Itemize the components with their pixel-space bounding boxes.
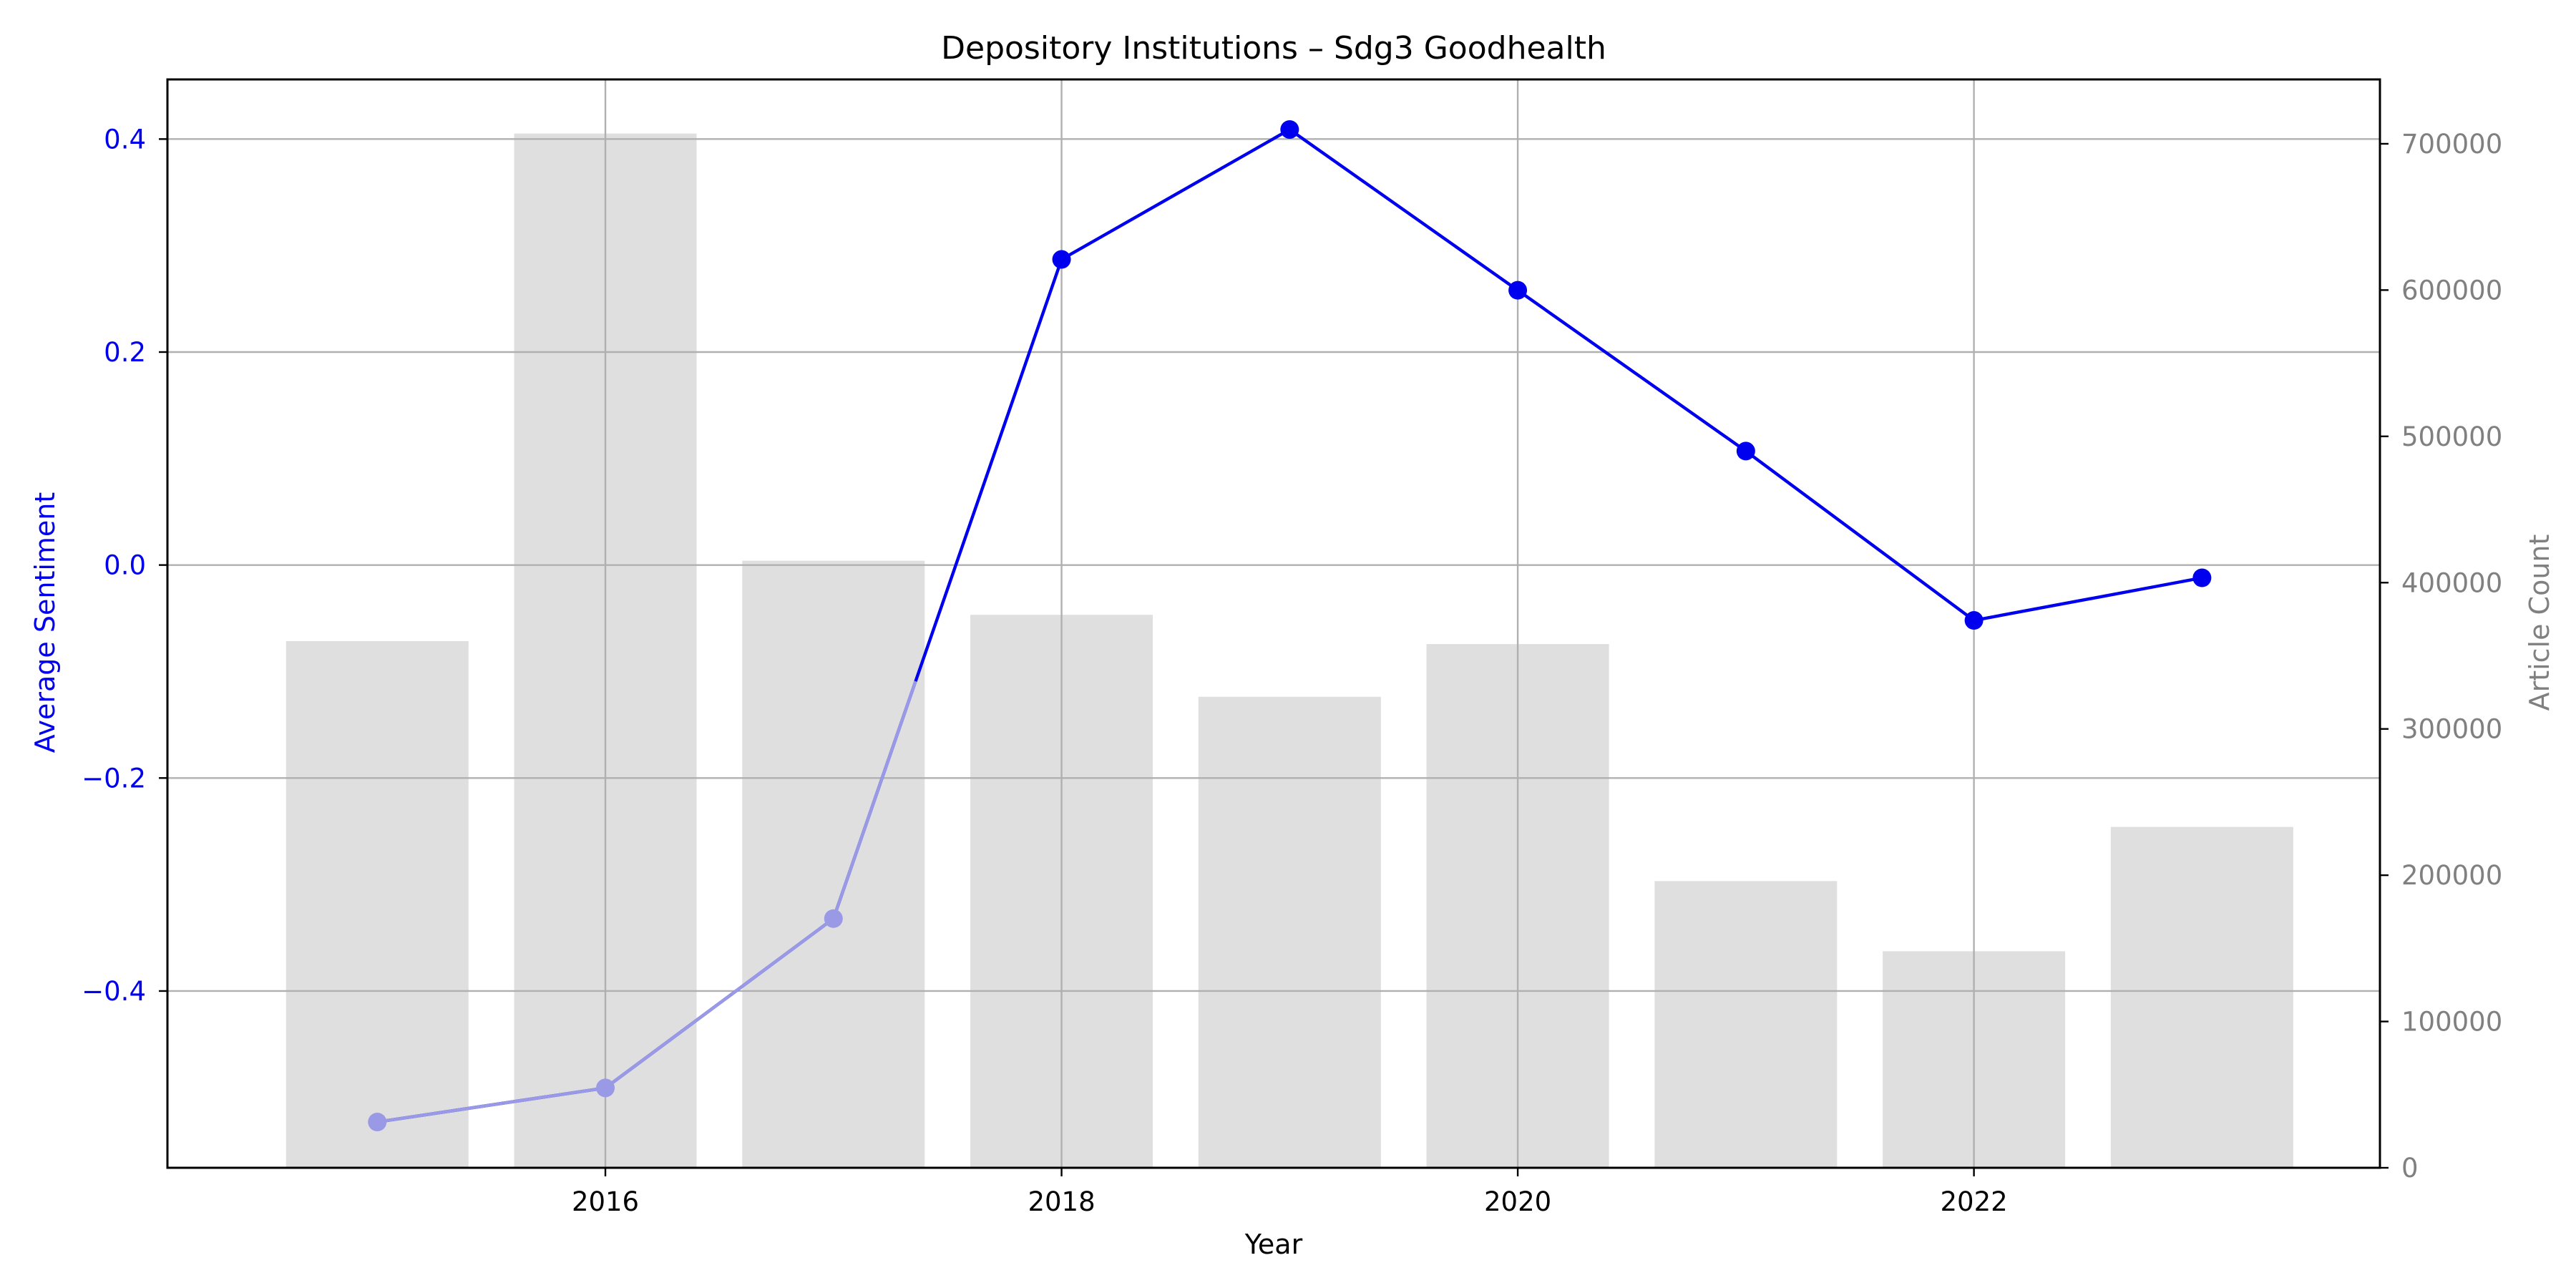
axes-layer: 2016 2018 2020 2022 −0.4 −0.2 0.0 0.2 0.4 0 100000…	[82, 78, 2502, 1217]
sentiment-point-2016	[596, 1078, 615, 1098]
y-right-tick-label-6: 600000	[2401, 275, 2502, 306]
x-tick-label-2018: 2018	[1028, 1186, 1095, 1217]
x-axis-label: Year	[1244, 1229, 1303, 1260]
y-left-tick-label-2: 0.0	[104, 550, 146, 581]
sentiment-line-faded-b-1	[730, 917, 835, 996]
line-layer	[368, 119, 2212, 1132]
sentiment-line-faded-a-1	[604, 993, 732, 1090]
x-tick-label-2020: 2020	[1484, 1186, 1551, 1217]
x-tick-label-2022: 2022	[1941, 1186, 2008, 1217]
chart-title: Depository Institutions – Sdg3 Goodhealt…	[941, 30, 1606, 67]
y-left-tick-label-3: 0.2	[104, 337, 146, 368]
sentiment-point-2018	[1052, 250, 1071, 269]
sentiment-point-2023	[2192, 568, 2212, 587]
bar-2021	[1654, 881, 1838, 1168]
y-axis-right-label: Article Count	[2524, 535, 2555, 711]
y-right-tick-label-5: 500000	[2401, 421, 2502, 452]
y-right-tick-label-3: 300000	[2401, 714, 2502, 745]
sentiment-line-faded-a-0	[376, 1101, 503, 1124]
bar-2019	[1198, 696, 1381, 1168]
y-left-tick-label-1: −0.2	[82, 763, 146, 794]
sentiment-line-faded-b-0	[502, 1086, 606, 1105]
y-right-tick-label-0: 0	[2401, 1153, 2419, 1184]
sentiment-point-2020	[1508, 280, 1528, 300]
bar-2023	[2110, 826, 2293, 1168]
plot-frame	[166, 78, 2381, 1169]
y-right-tick-label-1: 100000	[2401, 1007, 2502, 1038]
sentiment-point-2021	[1736, 441, 1755, 461]
y-right-tick-label-2: 200000	[2401, 860, 2502, 891]
y-left-tick-label-0: −0.4	[82, 976, 146, 1007]
sentiment-line-faded-tail	[831, 680, 917, 919]
sentiment-point-2022	[1964, 611, 1984, 630]
sentiment-point-2019	[1280, 119, 1299, 139]
y-right-tick-label-7: 700000	[2401, 129, 2502, 160]
sentiment-point-2015	[368, 1113, 387, 1132]
x-tick-label-2016: 2016	[572, 1186, 639, 1217]
y-right-tick-label-4: 400000	[2401, 567, 2502, 598]
y-axis-left-label: Average Sentiment	[29, 492, 61, 753]
sentiment-point-2017	[824, 909, 843, 928]
bar-2015	[286, 641, 469, 1168]
y-left-tick-label-4: 0.4	[104, 124, 146, 155]
bar-2017	[742, 560, 925, 1168]
